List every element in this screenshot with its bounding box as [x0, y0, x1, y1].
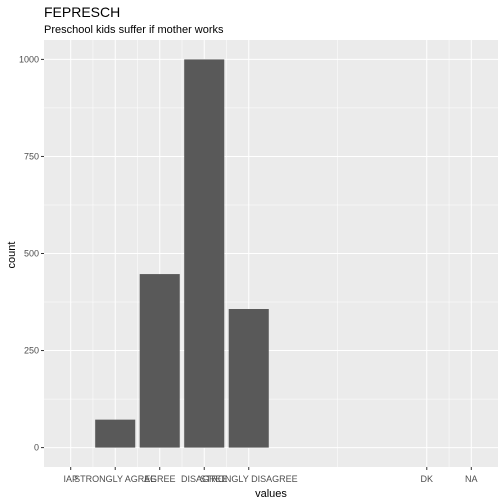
bars: [95, 59, 269, 448]
x-tick-label: DK: [421, 474, 434, 484]
x-tick-label: IAP: [63, 474, 78, 484]
x-tick-label: AGREE: [144, 474, 176, 484]
y-tick-label: 0: [34, 443, 39, 453]
bar: [139, 274, 180, 448]
bar: [184, 59, 225, 448]
x-tick-label: DISAGREE: [181, 474, 228, 484]
y-axis-ticks: 0 250 500 750 1000: [19, 54, 44, 453]
x-tick-label: STRONGLY DISAGREE: [200, 474, 298, 484]
x-tick-label: NA: [465, 474, 478, 484]
y-tick-label: 250: [24, 346, 39, 356]
x-axis-title: values: [255, 488, 287, 500]
chart-title: FEPRESCH: [44, 4, 120, 20]
y-tick-label: 1000: [19, 54, 39, 64]
y-tick-label: 750: [24, 151, 39, 161]
x-tick-label: STRONGLY AGREE: [74, 474, 156, 484]
bar: [95, 419, 136, 448]
y-tick-label: 500: [24, 249, 39, 259]
bar: [228, 309, 269, 448]
chart-subtitle: Preschool kids suffer if mother works: [44, 24, 224, 36]
y-axis-title: count: [6, 242, 18, 269]
